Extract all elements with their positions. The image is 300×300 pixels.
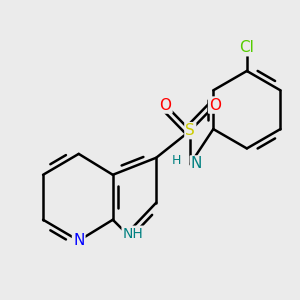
Text: H: H (172, 154, 181, 166)
Text: N: N (191, 156, 202, 171)
Text: N: N (73, 233, 84, 248)
Text: NH: NH (123, 227, 143, 241)
Text: S: S (185, 123, 195, 138)
Text: O: O (160, 98, 172, 112)
Text: Cl: Cl (239, 40, 254, 55)
Text: O: O (209, 98, 221, 112)
